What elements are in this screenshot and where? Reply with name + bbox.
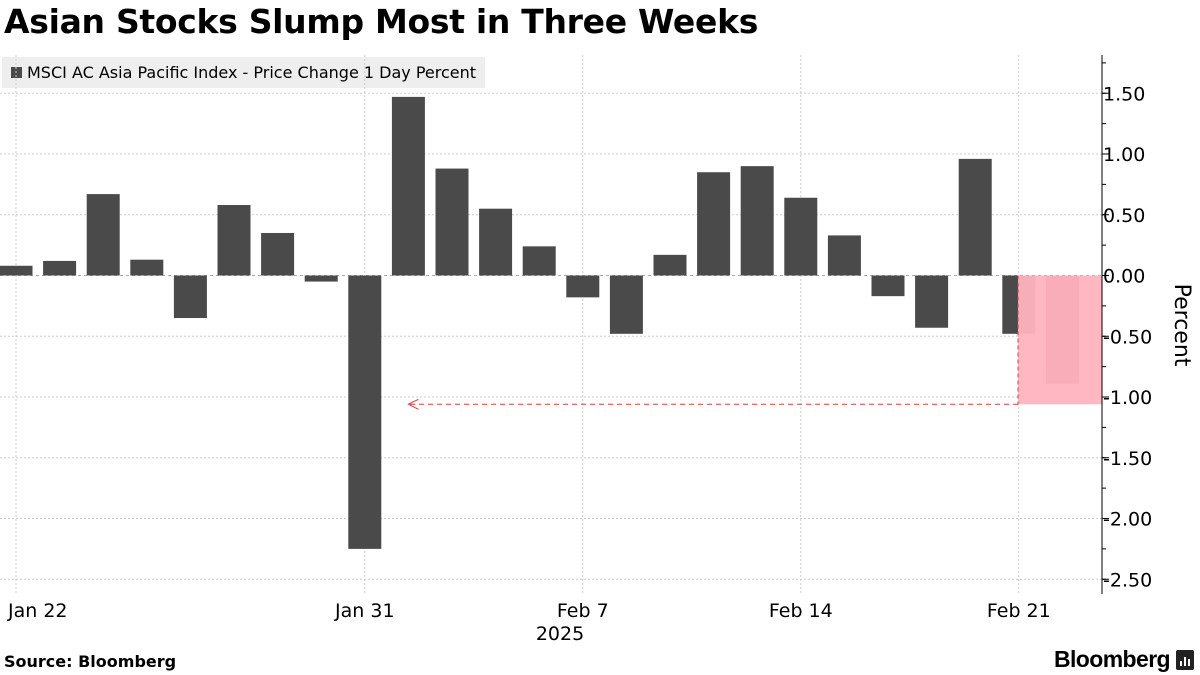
bar [86,194,120,276]
bar [653,254,687,276]
bar [391,96,425,276]
y-tick-label: 0.00 [1103,266,1145,288]
y-tick-label: -2.00 [1103,509,1152,531]
bar [522,246,556,276]
bar [130,259,164,276]
legend-label: MSCI AC Asia Pacific Index - Price Chang… [27,63,477,82]
y-tick-label: 0.50 [1103,205,1145,227]
y-axis-title: Percent [1169,284,1194,367]
y-tick-label: -2.50 [1103,569,1152,591]
x-tick-label: Feb 21 [987,600,1051,622]
bar [740,166,774,276]
source-note: Source: Bloomberg [4,652,177,671]
x-tick-label: Jan 22 [7,600,68,622]
bloomberg-icon [1176,650,1194,670]
bar [173,275,207,319]
bar [304,275,338,282]
y-tick-label: 1.50 [1103,83,1145,105]
bar [261,232,295,276]
x-tick-label: Jan 31 [334,600,395,622]
y-tick-label: 1.00 [1103,144,1145,166]
brand-logo: Bloomberg [1054,646,1171,672]
highlight-box [1018,275,1102,405]
bar [958,158,992,276]
annotation-arrowhead [407,398,419,410]
bar [217,205,251,276]
chart-bars [0,96,1079,549]
bar [697,172,731,276]
bar [479,208,513,276]
bar [0,265,33,276]
bar [348,275,382,549]
chart-title: Asian Stocks Slump Most in Three Weeks [4,2,759,41]
x-axis-year-label: 2025 [536,623,584,645]
x-tick-label: Feb 14 [769,600,833,622]
y-tick-label: -0.50 [1103,326,1152,348]
y-tick-label: -1.50 [1103,448,1152,470]
chart-legend: MSCI AC Asia Pacific Index - Price Chang… [2,57,486,88]
y-tick-label: -1.00 [1103,387,1152,409]
bar [784,197,818,276]
bar [566,275,600,298]
bar [871,275,905,297]
bar [827,235,861,276]
chart-annotation [407,275,1102,410]
chart-axes: 1.50 1.00 0.50 0.00 -0.50 -1.00 -1.50 -2.00 -2.5… [7,55,1194,645]
x-tick-label: Feb 7 [557,600,609,622]
bar [43,260,77,276]
bar [435,168,469,276]
bar [915,275,949,328]
bar [609,275,643,334]
